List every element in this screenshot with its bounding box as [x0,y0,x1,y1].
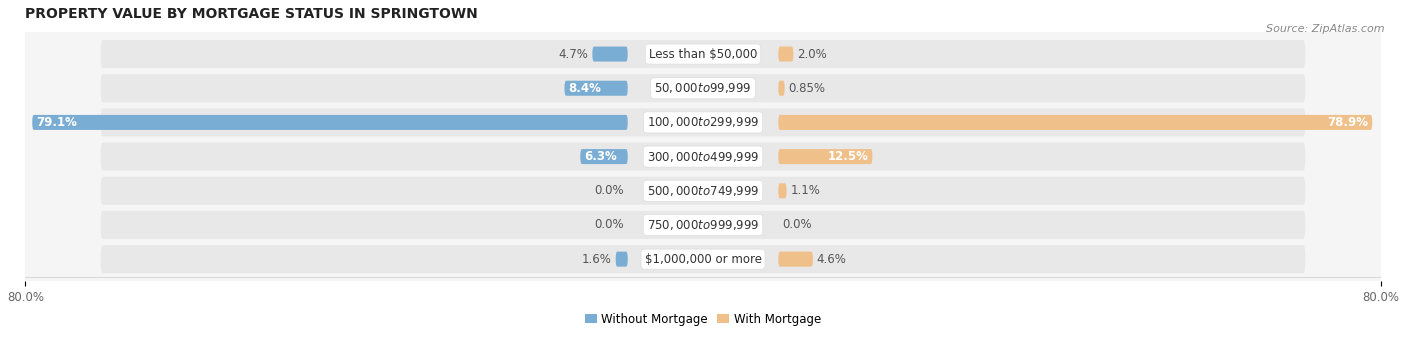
FancyBboxPatch shape [779,183,786,198]
FancyBboxPatch shape [101,211,1305,239]
FancyBboxPatch shape [779,81,785,96]
Text: 1.6%: 1.6% [582,253,612,266]
Text: 6.3%: 6.3% [583,150,617,163]
Text: 8.4%: 8.4% [568,82,602,95]
Text: 4.6%: 4.6% [817,253,846,266]
Text: $100,000 to $299,999: $100,000 to $299,999 [647,115,759,130]
FancyBboxPatch shape [616,252,627,267]
Legend: Without Mortgage, With Mortgage: Without Mortgage, With Mortgage [581,308,825,330]
FancyBboxPatch shape [592,47,627,62]
Text: Source: ZipAtlas.com: Source: ZipAtlas.com [1267,24,1385,34]
Text: $500,000 to $749,999: $500,000 to $749,999 [647,184,759,198]
Text: 0.0%: 0.0% [595,184,624,197]
FancyBboxPatch shape [581,149,627,164]
FancyBboxPatch shape [101,142,1305,171]
Text: 12.5%: 12.5% [828,150,869,163]
Text: Less than $50,000: Less than $50,000 [648,48,758,61]
FancyBboxPatch shape [32,115,627,130]
Text: $300,000 to $499,999: $300,000 to $499,999 [647,150,759,164]
Text: 0.85%: 0.85% [789,82,825,95]
FancyBboxPatch shape [779,115,1372,130]
FancyBboxPatch shape [101,245,1305,273]
Text: 2.0%: 2.0% [797,48,827,61]
Text: 79.1%: 79.1% [37,116,77,129]
FancyBboxPatch shape [779,252,813,267]
FancyBboxPatch shape [779,149,872,164]
FancyBboxPatch shape [101,108,1305,136]
Text: 0.0%: 0.0% [595,219,624,232]
Text: $750,000 to $999,999: $750,000 to $999,999 [647,218,759,232]
FancyBboxPatch shape [101,74,1305,102]
FancyBboxPatch shape [101,177,1305,205]
Text: $50,000 to $99,999: $50,000 to $99,999 [654,81,752,95]
FancyBboxPatch shape [101,40,1305,68]
Text: 78.9%: 78.9% [1327,116,1368,129]
Text: 0.0%: 0.0% [782,219,811,232]
FancyBboxPatch shape [564,81,627,96]
Text: 1.1%: 1.1% [790,184,820,197]
Text: 4.7%: 4.7% [558,48,589,61]
Text: $1,000,000 or more: $1,000,000 or more [644,253,762,266]
FancyBboxPatch shape [779,47,793,62]
Text: PROPERTY VALUE BY MORTGAGE STATUS IN SPRINGTOWN: PROPERTY VALUE BY MORTGAGE STATUS IN SPR… [25,7,478,21]
